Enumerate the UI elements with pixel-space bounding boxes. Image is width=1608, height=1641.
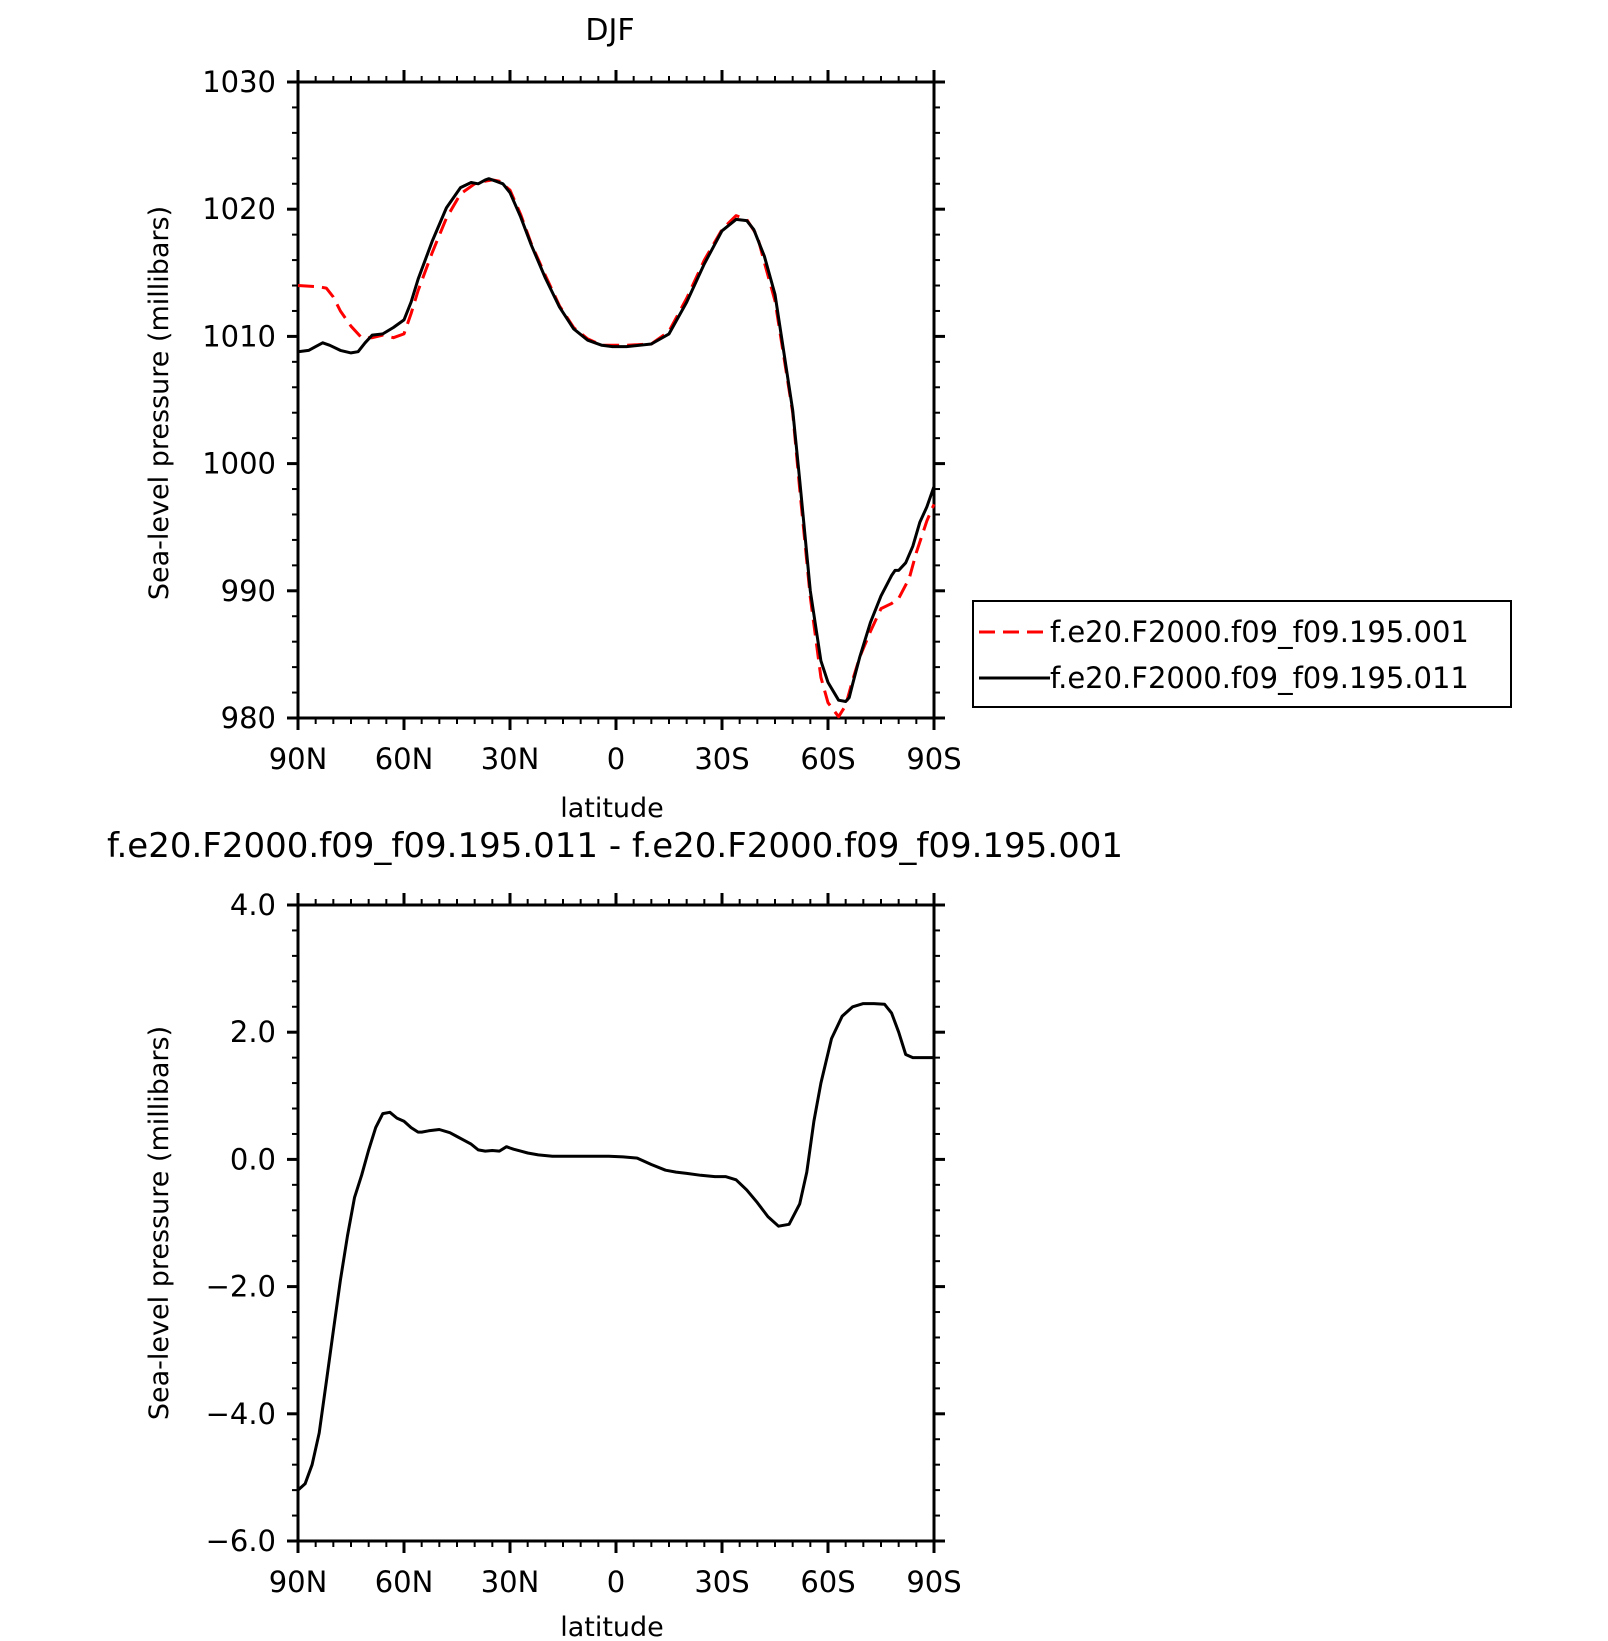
y-tick-label-bottom: −4.0 (206, 1397, 276, 1431)
x-tick-label-top: 30S (694, 742, 749, 776)
legend-label-series-011: f.e20.F2000.f09_f09.195.011 (1050, 661, 1469, 695)
plot-area-top: 980 990 1000 1010 1020 1030 90N 60N 30N 0 30S 60S 90… (202, 65, 961, 776)
y-tick-label-top: 1030 (202, 65, 276, 99)
y-tick-label-bottom: 2.0 (230, 1015, 276, 1049)
x-tick-label-top: 90N (269, 742, 328, 776)
x-tick-label-bottom: 0 (607, 1565, 625, 1599)
chart-bottom-panel: f.e20.F2000.f09_f09.195.011 - f.e20.F200… (107, 826, 1123, 1641)
y-axis-label-top: Sea-level pressure (millibars) (144, 206, 175, 600)
y-tick-label-bottom: 0.0 (230, 1142, 276, 1176)
plot-area-bottom: −6.0 −4.0 −2.0 0.0 2.0 4.0 90N 60N 30N 0 30S 60S 90S (206, 888, 962, 1599)
x-axis-label-top: latitude (560, 793, 664, 824)
x-tick-label-top: 30N (481, 742, 540, 776)
x-tick-label-bottom: 60S (800, 1565, 855, 1599)
y-tick-label-top: 980 (221, 701, 276, 735)
legend: f.e20.F2000.f09_f09.195.001 f.e20.F2000.… (972, 600, 1512, 708)
x-tick-label-bottom: 90S (906, 1565, 961, 1599)
series-line-top-0 (297, 178, 936, 719)
y-tick-label-top: 1020 (202, 192, 276, 226)
y-tick-label-top: 1000 (202, 447, 276, 481)
x-tick-label-bottom: 30N (481, 1565, 540, 1599)
y-tick-label-bottom: −2.0 (206, 1270, 276, 1304)
legend-label-series-001: f.e20.F2000.f09_f09.195.001 (1050, 615, 1469, 649)
y-tick-label-bottom: −6.0 (206, 1524, 276, 1558)
x-axis-label-bottom: latitude (560, 1612, 664, 1641)
x-tick-label-top: 0 (607, 742, 625, 776)
series-line-top-1 (297, 177, 936, 703)
chart-top-panel: DJF 980 990 1000 1010 1020 1030 90N 60N 30N 0 30S 6… (144, 13, 1512, 824)
y-tick-label-bottom: 4.0 (230, 888, 276, 922)
x-tick-label-bottom: 60N (375, 1565, 434, 1599)
plot-frame-bottom (296, 903, 936, 1543)
chart-title-top: DJF (585, 13, 634, 48)
x-tick-label-bottom: 30S (694, 1565, 749, 1599)
plot-frame-top (296, 80, 936, 720)
y-tick-label-top: 990 (221, 574, 276, 608)
x-tick-label-top: 60N (375, 742, 434, 776)
x-tick-label-top: 60S (800, 742, 855, 776)
legend-box (972, 600, 1512, 708)
x-tick-label-top: 90S (906, 742, 961, 776)
x-tick-label-bottom: 90N (269, 1565, 328, 1599)
chart-title-bottom: f.e20.F2000.f09_f09.195.011 - f.e20.F200… (107, 826, 1123, 866)
series-line-bottom-0 (297, 1002, 934, 1492)
y-axis-label-bottom: Sea-level pressure (millibars) (144, 1026, 175, 1420)
y-tick-label-top: 1010 (202, 319, 276, 353)
